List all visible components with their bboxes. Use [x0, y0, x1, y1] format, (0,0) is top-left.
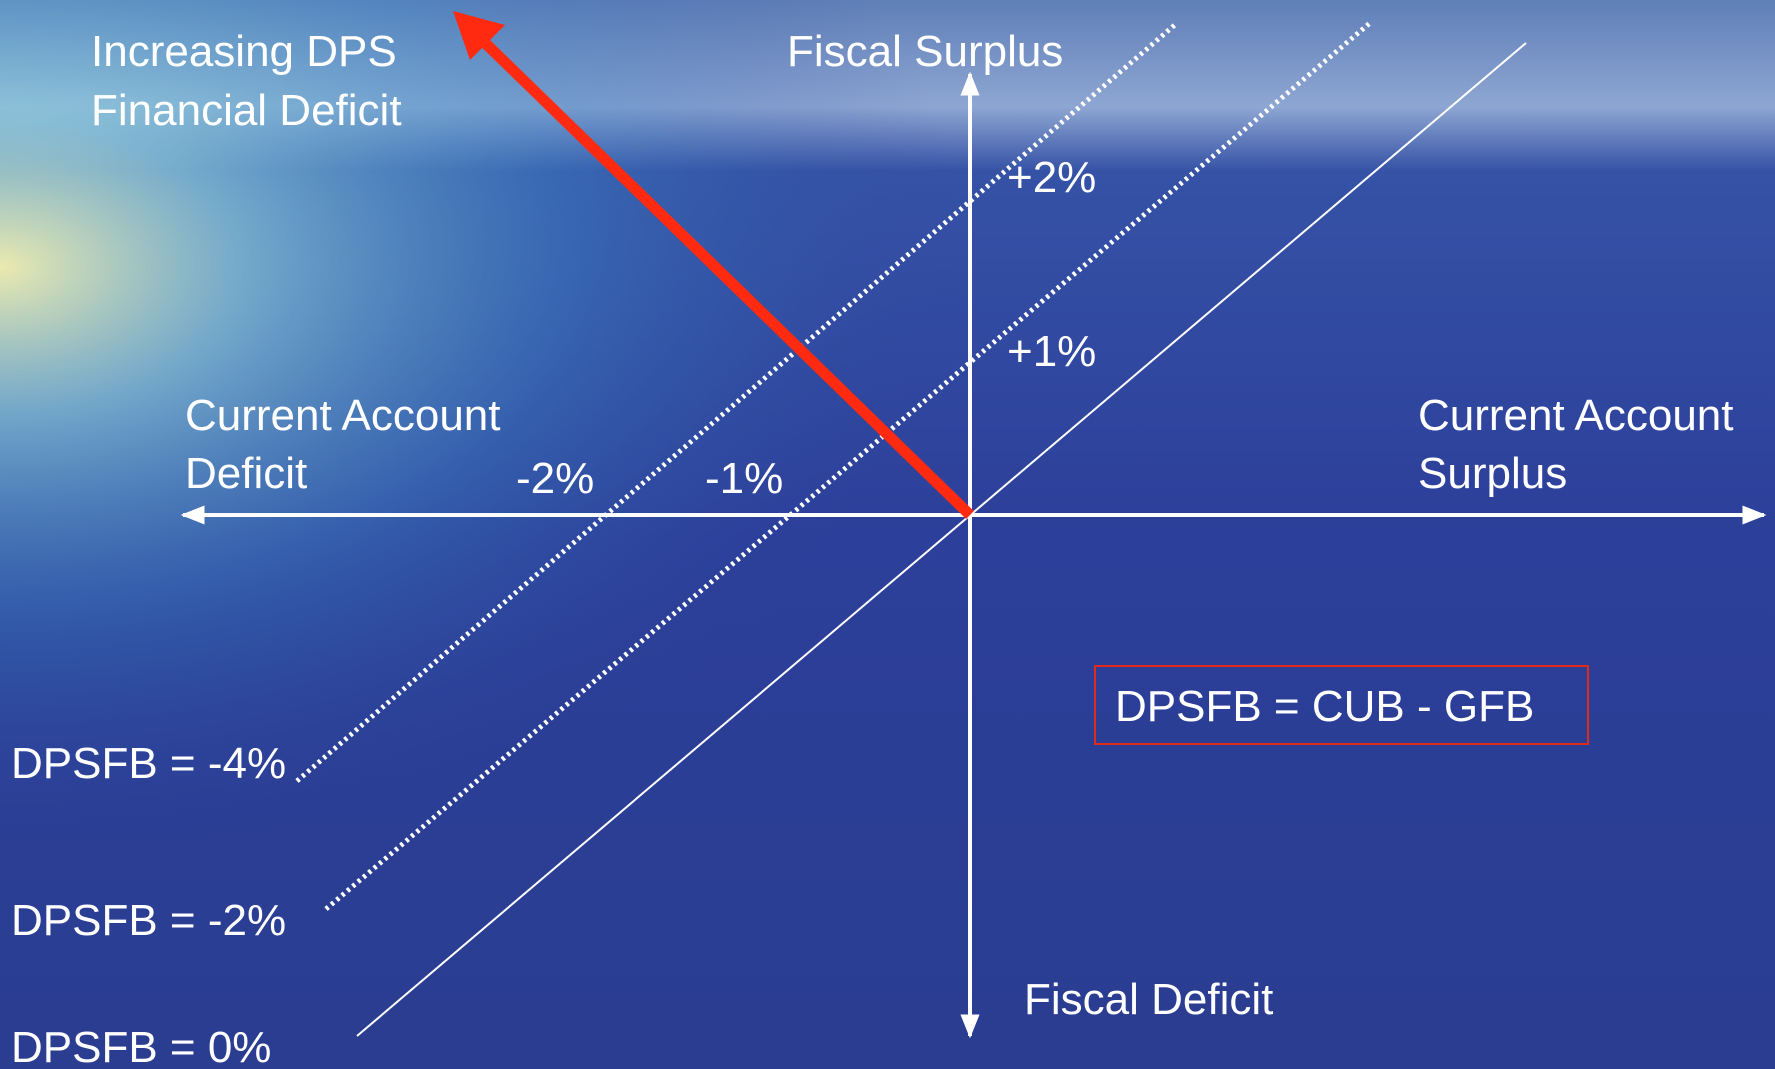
- top-label: Fiscal Surplus: [787, 27, 1063, 76]
- line-minus2: [324, 21, 1372, 911]
- line-minus4: [295, 21, 1179, 783]
- formula: DPSFB = CUB - GFB: [1115, 682, 1534, 731]
- left-label: Current Account: [185, 391, 501, 440]
- axis-label: +2%: [1007, 153, 1096, 202]
- top-left-label: Increasing DPS: [91, 27, 397, 76]
- line-zero: [356, 42, 1527, 1037]
- axis-label: -2%: [516, 454, 594, 503]
- formula-box: [1094, 665, 1589, 745]
- right-label: Surplus: [1418, 449, 1567, 498]
- line-label: DPSFB = -2%: [11, 896, 286, 945]
- axis-label: +1%: [1007, 327, 1096, 376]
- left-label: Deficit: [185, 449, 307, 498]
- bottom-label: Fiscal Deficit: [1024, 975, 1273, 1024]
- dps-arrow-shaft: [474, 32, 974, 519]
- line-label: DPSFB = 0%: [11, 1023, 271, 1069]
- top-left-label: Financial Deficit: [91, 86, 402, 135]
- right-label: Current Account: [1418, 391, 1734, 440]
- dps-arrow-head: [453, 11, 505, 60]
- line-label: DPSFB = -4%: [11, 739, 286, 788]
- axis-label: -1%: [705, 454, 783, 503]
